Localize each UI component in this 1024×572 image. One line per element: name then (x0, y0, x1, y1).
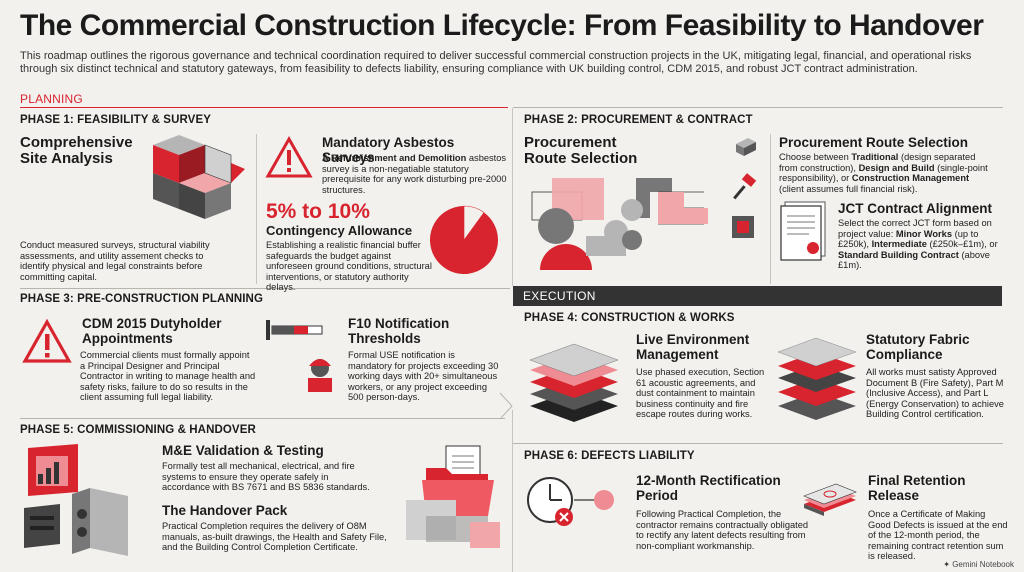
retention-text: Once a Certificate of Making Good Defect… (868, 509, 1008, 562)
handover-title: The Handover Pack (162, 503, 288, 518)
monitor-icon (24, 444, 128, 556)
jct-title: JCT Contract Alignment (838, 201, 993, 216)
rectification-text: Following Practical Completion, the cont… (636, 509, 809, 551)
folder-icon (406, 445, 500, 548)
site-analysis-title: Comprehensive Site Analysis (20, 134, 133, 168)
phase1-inner-divider (256, 134, 257, 284)
intro-text: This roadmap outlines the rigorous gover… (20, 50, 972, 75)
pie-slice-contingency (463, 205, 485, 241)
layers-icon (529, 343, 619, 422)
contract-icon (780, 201, 826, 261)
retention-title: Final Retention Release (868, 473, 966, 503)
contingency-text: Establishing a realistic financial buffe… (266, 240, 432, 293)
top-right-divider (513, 107, 1003, 108)
pie-slice-remainder (430, 206, 498, 274)
procurement-left-title: Procurement Route Selection (524, 134, 638, 168)
phase4-heading: PHASE 4: CONSTRUCTION & WORKS (524, 312, 735, 324)
live-env-title: Live Environment Management (636, 332, 750, 362)
clock-icon (527, 477, 614, 526)
me-text: Formally test all mechanical, electrical… (162, 461, 370, 493)
planning-divider (20, 107, 508, 108)
jct-text: Select the correct JCT form based on pro… (838, 218, 998, 271)
f10-text: Formal USE notification is mandatory for… (348, 350, 499, 403)
hammer-icon (733, 173, 757, 200)
gemini-icon: ✦ (943, 560, 950, 569)
warning-icon (265, 135, 313, 178)
warning-icon (22, 318, 72, 363)
site-analysis-text: Conduct measured surveys, structural via… (20, 240, 210, 282)
progress-icon (266, 320, 332, 392)
target-icon (732, 216, 754, 238)
live-env-text: Use phased execution, Section 61 acousti… (636, 367, 765, 420)
phase3-divider (20, 288, 510, 289)
phase6-heading: PHASE 6: DEFECTS LIABILITY (524, 450, 695, 462)
footer-brand: ✦ Gemini Notebook (943, 560, 1014, 569)
contingency-title: Contingency Allowance (266, 223, 413, 238)
route-title: Procurement Route Selection (779, 135, 969, 150)
flow-block-icon (736, 138, 756, 156)
phase2-heading: PHASE 2: PROCUREMENT & CONTRACT (524, 114, 753, 126)
contingency-pie-chart (430, 205, 498, 274)
asbestos-text: A Refurbishment and Demolition asbestos … (322, 153, 507, 195)
cube-icon (153, 135, 245, 219)
planning-label: PLANNING (20, 92, 83, 106)
f10-title: F10 Notification Thresholds (348, 316, 450, 346)
phase6-divider (513, 443, 1003, 444)
phase5-divider (20, 418, 505, 419)
flow-icon (531, 178, 708, 270)
phase5-heading: PHASE 5: COMMISSIONING & HANDOVER (20, 424, 256, 436)
phase1-heading: PHASE 1: FEASIBILITY & SURVEY (20, 114, 211, 126)
route-text: Choose between Traditional (design separ… (779, 152, 988, 194)
phase2-inner-divider (770, 134, 771, 284)
rectification-title: 12-Month Rectification Period (636, 473, 781, 503)
asbestos-title: Mandatory Asbestos Surveys (322, 135, 455, 165)
arrow-connector-icon (499, 392, 513, 420)
contingency-percent: 5% to 10% (266, 200, 370, 223)
handover-text: Practical Completion requires the delive… (162, 521, 387, 553)
phase3-heading: PHASE 3: PRE-CONSTRUCTION PLANNING (20, 293, 263, 305)
cdm-text: Commercial clients must formally appoint… (80, 350, 256, 403)
fabric-title: Statutory Fabric Compliance (866, 332, 970, 362)
cash-icon (803, 483, 857, 516)
layers-icon (777, 337, 857, 420)
me-title: M&E Validation & Testing (162, 443, 324, 458)
page-title: The Commercial Construction Lifecycle: F… (20, 9, 984, 42)
center-divider-top (512, 108, 513, 286)
cdm-title: CDM 2015 Dutyholder Appointments (82, 316, 222, 346)
center-divider-bottom (512, 410, 513, 572)
execution-label: EXECUTION (513, 286, 1002, 306)
fabric-text: All works must satisty Approved Document… (866, 367, 1004, 420)
